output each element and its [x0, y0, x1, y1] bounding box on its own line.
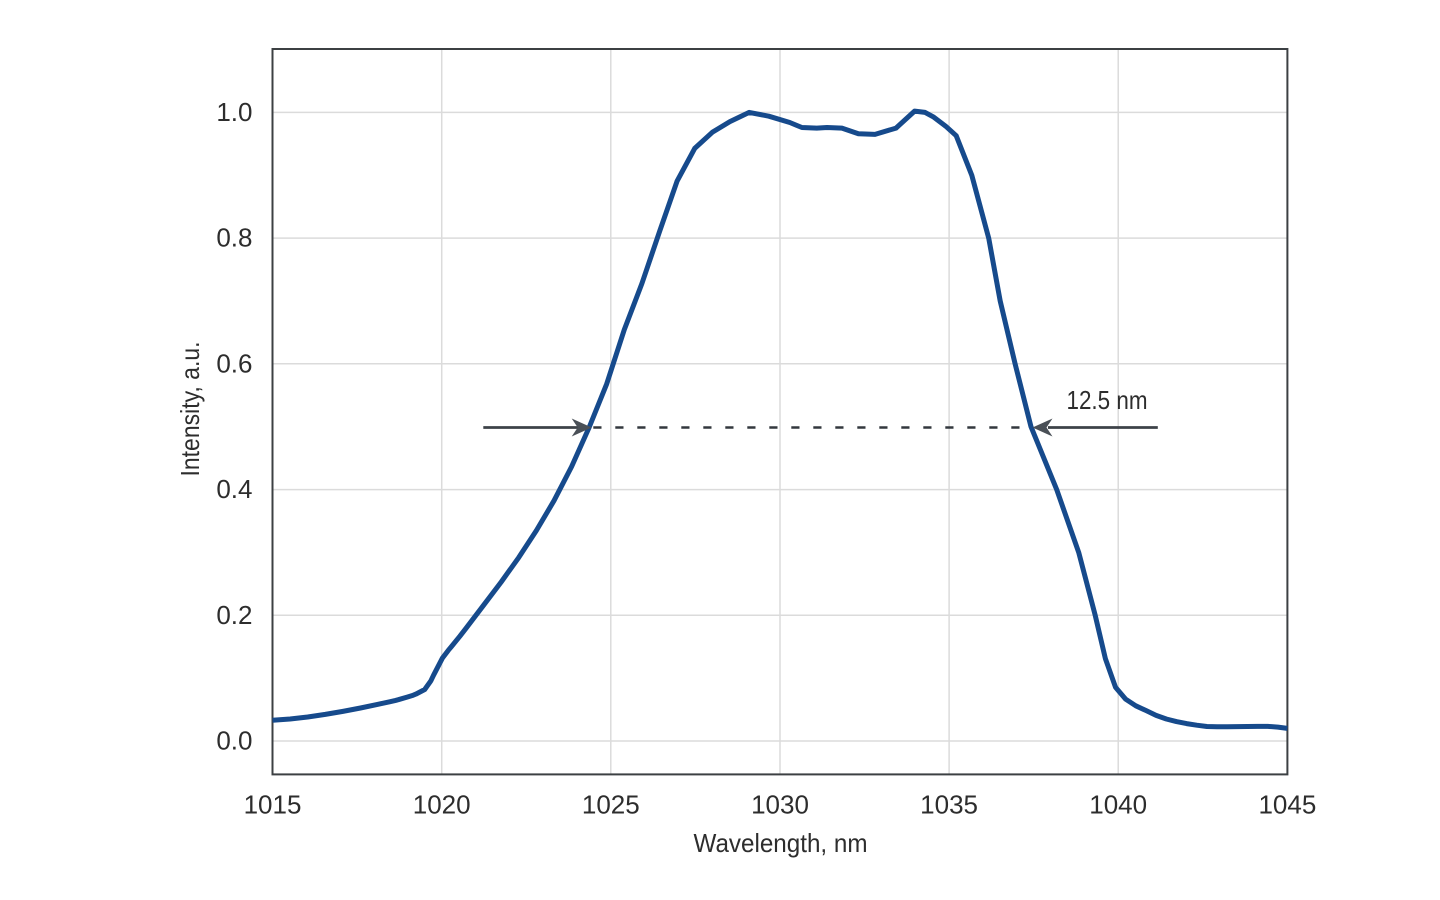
svg-text:0.4: 0.4 [216, 474, 252, 504]
svg-text:12.5 nm: 12.5 nm [1067, 385, 1148, 415]
svg-text:0.8: 0.8 [216, 223, 252, 253]
svg-text:1015: 1015 [244, 790, 302, 820]
svg-text:1025: 1025 [582, 790, 640, 820]
svg-text:1.0: 1.0 [216, 97, 252, 127]
svg-text:Intensity, a.u.: Intensity, a.u. [175, 342, 205, 477]
svg-text:1040: 1040 [1089, 790, 1147, 820]
svg-text:0.6: 0.6 [216, 348, 252, 378]
svg-text:1045: 1045 [1258, 790, 1316, 820]
svg-text:0.0: 0.0 [216, 726, 252, 756]
svg-text:0.2: 0.2 [216, 600, 252, 630]
svg-text:1030: 1030 [751, 790, 809, 820]
svg-text:1020: 1020 [413, 790, 471, 820]
svg-text:1035: 1035 [920, 790, 978, 820]
svg-text:Wavelength, nm: Wavelength, nm [694, 828, 868, 858]
